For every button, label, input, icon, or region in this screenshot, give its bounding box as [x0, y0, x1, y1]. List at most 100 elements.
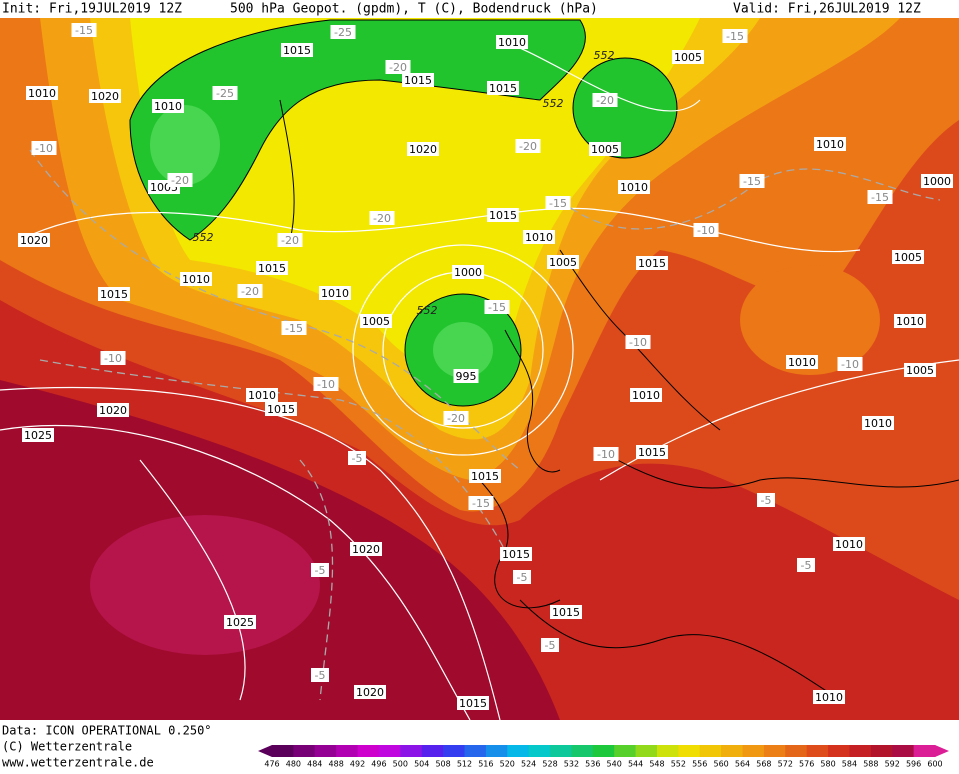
colorbar-tick-label: 552	[671, 760, 686, 769]
temperature-label: -5	[315, 564, 326, 577]
isobar-label: 1010	[28, 87, 56, 100]
label-box	[813, 690, 845, 704]
label-box	[453, 369, 479, 383]
isobar-label: 1015	[404, 74, 432, 87]
label-box	[487, 208, 519, 222]
temperature-label: -15	[743, 175, 761, 188]
colorbar-tick-label: 596	[906, 760, 921, 769]
init-time: Init: Fri,19JUL2019 12Z	[2, 2, 182, 17]
map	[0, 18, 959, 721]
isobar-label: 1010	[248, 389, 276, 402]
colorbar-tick-label: 588	[863, 760, 878, 769]
isobar-label: 1005	[894, 251, 922, 264]
colorbar-tick-label: 516	[478, 760, 493, 769]
isobar-label: 1000	[454, 266, 482, 279]
colorbar-cell	[763, 745, 786, 757]
colorbar-arrow	[258, 745, 272, 757]
label-box	[89, 89, 121, 103]
label-box	[402, 73, 434, 87]
temperature-label: -25	[334, 26, 352, 39]
temperature-label: -5	[517, 571, 528, 584]
label-box	[281, 321, 307, 335]
label-box	[487, 81, 519, 95]
colorbar-cell	[892, 745, 915, 757]
label-box	[100, 351, 126, 365]
label-box	[224, 615, 256, 629]
label-box	[281, 43, 313, 57]
label-box	[212, 86, 238, 100]
website: www.wetterzentrale.de	[2, 756, 154, 770]
colorbar-cell	[678, 745, 701, 757]
label-box	[547, 255, 579, 269]
colorbar-cell	[485, 745, 508, 757]
isobar-label: 1010	[788, 356, 816, 369]
label-box	[360, 314, 392, 328]
temperature-label: -5	[761, 494, 772, 507]
colorbar-cell	[443, 745, 465, 757]
temperature-label: -15	[75, 24, 93, 37]
isobar-label: 1010	[835, 538, 863, 551]
isobar-label: 1000	[923, 175, 951, 188]
isobar-label: 1015	[100, 288, 128, 301]
temperature-label: -5	[801, 559, 812, 572]
label-box	[862, 416, 894, 430]
colorbar-cell	[357, 745, 380, 757]
colorbar-tick-label: 504	[414, 760, 429, 769]
label-box	[97, 403, 129, 417]
temperature-label: -20	[447, 412, 465, 425]
label-box	[693, 223, 719, 237]
colorbar-tick-label: 532	[564, 760, 579, 769]
colorbar-cell	[507, 745, 530, 757]
colorbar-tick-label: 476	[264, 760, 279, 769]
temperature-label: -10	[317, 378, 335, 391]
temperature-label: -15	[472, 497, 490, 510]
label-box	[904, 363, 936, 377]
colorbar-cell	[272, 745, 294, 757]
colorbar-cell	[378, 745, 401, 757]
label-box	[484, 300, 510, 314]
isobar-label: 1015	[258, 262, 286, 275]
label-box	[550, 605, 582, 619]
temperature-label: -20	[373, 212, 391, 225]
temperature-label: -15	[285, 322, 303, 335]
temperature-label: -15	[726, 30, 744, 43]
label-box	[593, 447, 619, 461]
label-box	[311, 563, 329, 577]
label-box	[797, 558, 815, 572]
label-box	[330, 25, 356, 39]
isobar-label: 1010	[182, 273, 210, 286]
label-box	[348, 451, 366, 465]
label-box	[630, 388, 662, 402]
isobar-label: 1005	[591, 143, 619, 156]
label-box	[837, 357, 863, 371]
colorbar-tick-label: 576	[799, 760, 814, 769]
isobar-label: 1015	[459, 697, 487, 710]
geopotential-label: 552	[594, 49, 615, 62]
valid-time: Valid: Fri,26JUL2019 12Z	[733, 2, 921, 17]
colorbar-cell	[849, 745, 872, 757]
colorbar-tick-label: 512	[457, 760, 472, 769]
colorbar-tick-label: 508	[435, 760, 450, 769]
isobar-label: 1020	[91, 90, 119, 103]
label-box	[921, 174, 953, 188]
colorbar-cell	[742, 745, 765, 757]
geopotential-label: 552	[417, 304, 438, 317]
colorbar-tick-label: 544	[628, 760, 643, 769]
temperature-label: -25	[216, 87, 234, 100]
geopotential-label: 552	[193, 231, 214, 244]
label-box	[350, 542, 382, 556]
low-region	[129, 19, 586, 241]
label-box	[636, 256, 668, 270]
geopotential-label: 552	[543, 97, 564, 110]
isobar-label: 1010	[815, 691, 843, 704]
colorbar-cell	[400, 745, 423, 757]
colorbar-tick-label: 548	[649, 760, 664, 769]
label-box	[167, 173, 193, 187]
isobar-label: 1010	[896, 315, 924, 328]
temperature-label: -20	[596, 94, 614, 107]
temperature-label: -10	[35, 142, 53, 155]
isobar-label: 1025	[226, 616, 254, 629]
label-box	[277, 233, 303, 247]
isobar-label: 1015	[267, 403, 295, 416]
